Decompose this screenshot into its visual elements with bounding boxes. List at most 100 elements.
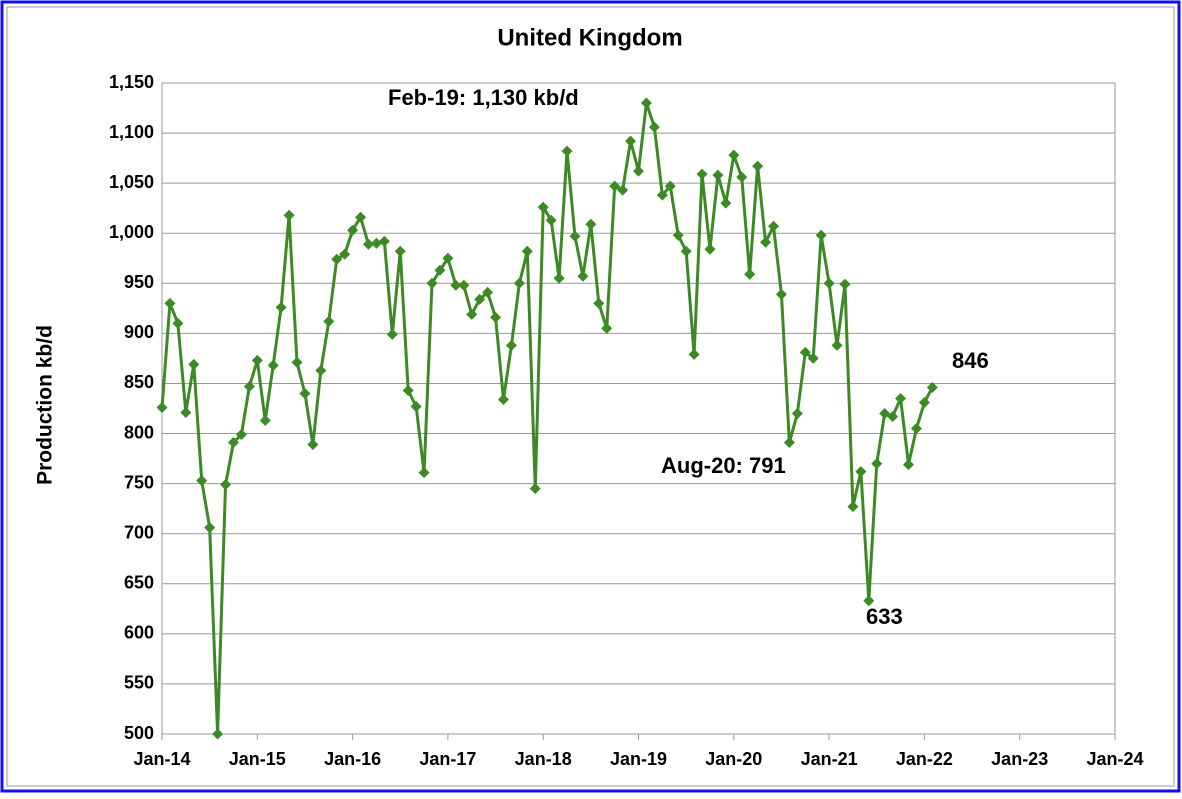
data-point <box>307 439 319 451</box>
data-point <box>188 358 200 370</box>
data-point <box>235 429 247 441</box>
x-tick-label: Jan-17 <box>419 749 476 769</box>
y-tick-label: 750 <box>124 472 154 492</box>
data-point <box>656 189 668 201</box>
chart-title: United Kingdom <box>497 24 682 51</box>
data-point <box>513 277 525 289</box>
data-point <box>672 229 684 241</box>
y-tick-label: 1,150 <box>109 72 154 92</box>
data-point <box>918 396 930 408</box>
x-tick-label: Jan-21 <box>801 749 858 769</box>
data-point <box>172 317 184 329</box>
chart-frame <box>6 6 1175 787</box>
data-line <box>160 101 934 736</box>
y-tick-label: 600 <box>124 623 154 643</box>
data-point <box>402 384 414 396</box>
data-point <box>617 184 629 196</box>
y-tick-label: 1,000 <box>109 222 154 242</box>
data-point <box>752 160 764 172</box>
data-point <box>164 297 176 309</box>
x-tick-label: Jan-22 <box>896 749 953 769</box>
data-point <box>640 97 652 109</box>
data-point <box>291 356 303 368</box>
x-tick-label: Jan-23 <box>991 749 1048 769</box>
data-point <box>839 278 851 290</box>
data-point <box>243 380 255 392</box>
data-point <box>410 400 422 412</box>
data-point <box>609 180 621 192</box>
data-point <box>458 279 470 291</box>
data-point <box>251 354 263 366</box>
y-tick-label: 950 <box>124 272 154 292</box>
data-point <box>212 728 224 740</box>
data-point <box>521 245 533 257</box>
data-point <box>370 237 382 249</box>
data-point <box>505 339 517 351</box>
data-point <box>553 272 565 284</box>
y-axis-label: Production kb/d <box>34 325 57 485</box>
data-point <box>712 169 724 181</box>
data-point <box>323 315 335 327</box>
data-point <box>442 252 454 264</box>
data-point <box>744 268 756 280</box>
data-point <box>497 393 509 405</box>
data-point <box>227 437 239 449</box>
x-tick-label: Jan-24 <box>1086 749 1143 769</box>
data-point <box>728 149 740 161</box>
data-point <box>156 401 168 413</box>
data-point <box>299 387 311 399</box>
y-tick-label: 500 <box>124 723 154 743</box>
data-point <box>664 180 676 192</box>
data-point <box>680 245 692 257</box>
data-point <box>633 165 644 177</box>
data-point <box>601 322 613 334</box>
x-tick-label: Jan-18 <box>515 749 572 769</box>
data-point <box>815 229 827 241</box>
data-point <box>926 381 938 393</box>
y-tick-label: 900 <box>124 322 154 342</box>
data-point <box>768 220 780 232</box>
data-point <box>362 238 374 250</box>
data-point <box>537 201 549 213</box>
data-point <box>283 209 295 221</box>
x-tick-label: Jan-20 <box>705 749 762 769</box>
data-point <box>585 218 597 230</box>
data-point <box>490 311 502 323</box>
data-point <box>466 308 478 320</box>
data-point <box>577 270 589 282</box>
data-point <box>903 459 915 471</box>
data-point <box>569 230 581 242</box>
data-point <box>450 279 462 291</box>
data-point <box>855 466 867 478</box>
data-point <box>339 248 351 260</box>
data-point <box>823 277 835 289</box>
data-point <box>267 359 279 371</box>
annotation: Feb-19: 1,130 kb/d <box>388 85 579 110</box>
data-point <box>474 293 486 305</box>
data-point <box>220 479 232 491</box>
data-point <box>529 483 541 495</box>
data-point <box>593 297 605 309</box>
data-point <box>791 408 803 420</box>
data-point <box>799 346 811 358</box>
data-point <box>704 243 716 255</box>
data-point <box>736 171 748 183</box>
y-tick-label: 1,050 <box>109 172 154 192</box>
data-point <box>426 277 438 289</box>
data-point <box>355 211 367 223</box>
annotation: 633 <box>866 604 903 629</box>
data-point <box>775 288 787 300</box>
data-point <box>910 423 922 435</box>
x-tick-label: Jan-19 <box>610 749 667 769</box>
y-tick-label: 800 <box>124 422 154 442</box>
data-point <box>418 467 430 479</box>
data-point <box>760 236 772 248</box>
data-point <box>807 352 819 364</box>
data-point <box>386 328 398 340</box>
data-point <box>688 348 700 360</box>
data-point <box>895 392 907 404</box>
data-point <box>561 145 573 157</box>
data-point <box>696 168 708 180</box>
data-point <box>331 253 343 265</box>
data-point <box>648 121 660 133</box>
